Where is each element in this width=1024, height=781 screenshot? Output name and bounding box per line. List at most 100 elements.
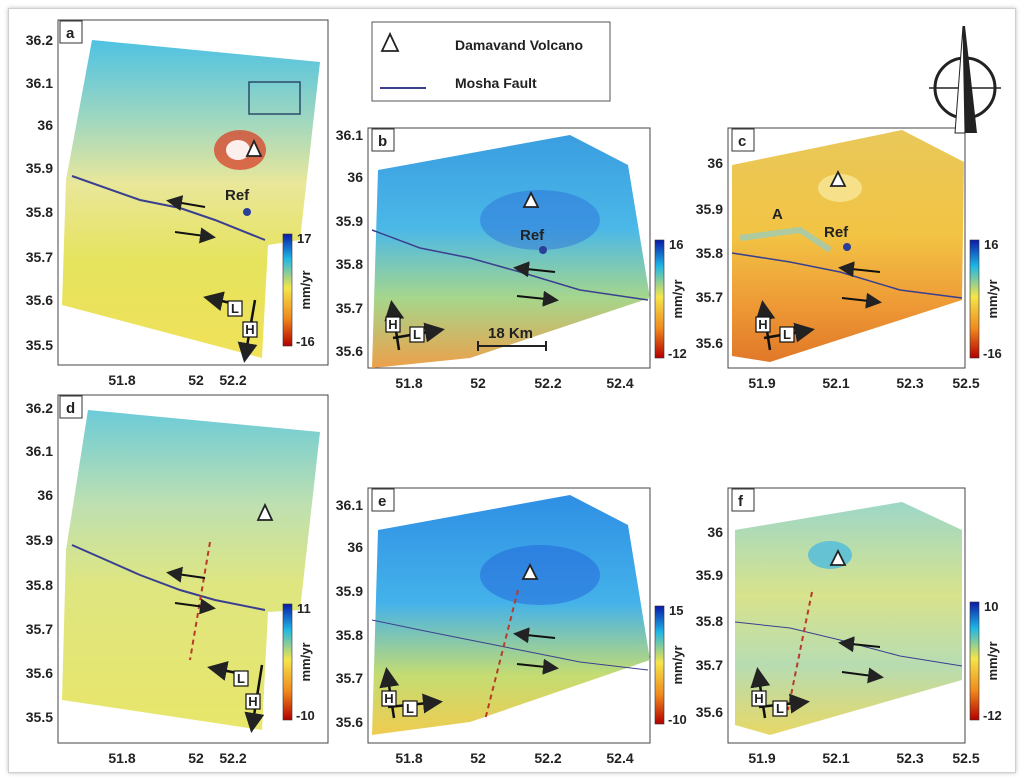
panel-f-xtick: 52.1: [822, 750, 849, 766]
panel-d-colorbar-min: -10: [296, 708, 315, 723]
panel-f-axes: [727, 487, 966, 744]
panel-e-xtick: 51.8: [395, 750, 422, 766]
panel-f-colorbar-min: -12: [983, 708, 1002, 723]
panel-d-ytick: 35.6: [26, 665, 53, 681]
panel-b-xtick: 52.4: [606, 375, 633, 391]
heading-label: H: [754, 691, 763, 706]
panel-c-label: c: [738, 133, 746, 150]
panel-b-fault-line: [371, 229, 649, 301]
panel-b-ytick: 36: [347, 169, 363, 185]
panel-a-ytick: 36.2: [26, 32, 53, 48]
panel-a-inset-box: [248, 81, 301, 115]
panel-f-xtick: 52.3: [896, 750, 923, 766]
panel-d-xtick: 52.2: [219, 750, 246, 766]
panel-e-label: e: [378, 493, 386, 510]
heading-label-box: [385, 316, 401, 333]
panel-f-label: f: [738, 493, 744, 510]
panel-f-colorbar-unit: mm/yr: [985, 641, 1000, 680]
panel-f-colorbar: [969, 601, 980, 721]
panel-a-label: a: [66, 25, 75, 42]
panel-a-colorbar: [282, 233, 293, 347]
triangle-icon: [829, 169, 847, 187]
triangle-icon: [522, 190, 540, 208]
axis-ticks: 51.8 52 52.2 36.2 36.1 36 35.9 35.8 35.7 35.6 35.5…: [26, 32, 980, 766]
panel-a-xtick: 52.2: [219, 372, 246, 388]
panel-b-velocity-map: [372, 135, 650, 368]
panel-e-xtick: 52: [470, 750, 486, 766]
panel-a-ytick: 36.1: [26, 75, 53, 91]
panel-d-xtick: 52: [188, 750, 204, 766]
panel-a-axes: [57, 19, 329, 366]
panel-e-ytick: 35.7: [336, 670, 363, 686]
panel-a-colorbar-max: 17: [297, 231, 311, 246]
panel-c-colorbar-max: 16: [984, 237, 998, 252]
map-legend: Damavand Volcano Mosha Fault: [371, 21, 611, 102]
look-label: L: [783, 327, 791, 342]
volcano-markers: [245, 138, 847, 580]
panel-a-xtick: 52: [188, 372, 204, 388]
panel-c-xtick: 52.5: [952, 375, 979, 391]
panel-c-colorbar-unit: mm/yr: [985, 279, 1000, 318]
panel-f-profile-line: [787, 591, 813, 711]
panel-b-colorbar-min: -12: [668, 346, 687, 361]
panel-b-xtick: 52: [470, 375, 486, 391]
panel-e-fault-line: [371, 619, 649, 671]
panel-d-label: d: [66, 400, 75, 417]
panel-f-ytick: 35.7: [696, 657, 723, 673]
panel-d-ytick: 36: [37, 487, 53, 503]
panel-c-ytick: 35.8: [696, 245, 723, 261]
panel-d-fault-line: [71, 544, 266, 611]
panel-f-ytick: 35.6: [696, 704, 723, 720]
panel-d: d: [57, 394, 329, 744]
panel-e-xtick: 52.4: [606, 750, 633, 766]
look-label: L: [237, 671, 245, 686]
heading-label: H: [388, 317, 397, 332]
panel-e-ytick: 35.9: [336, 583, 363, 599]
panel-a-velocity-map: [62, 40, 320, 358]
panel-a-ytick: 35.5: [26, 337, 53, 353]
heading-label-box: [242, 321, 258, 338]
panel-c-xtick: 52.3: [896, 375, 923, 391]
panel-e-ytick: 36: [347, 539, 363, 555]
scale-bar-label: 18 Km: [488, 325, 533, 342]
panel-d-profile-line: [189, 541, 211, 661]
panel-d-colorbar-unit: mm/yr: [298, 642, 313, 681]
colorbars: 17 -16 mm/yr 16 -12 mm/yr 16 -16 mm/yr 11 -10 mm/yr…: [282, 231, 1002, 727]
panel-e: e: [367, 487, 651, 744]
heading-label-box: [755, 316, 771, 333]
legend-volcano-label: Damavand Volcano: [455, 37, 583, 53]
panel-b-axes: [367, 127, 651, 369]
panel-c-ytick: 35.9: [696, 201, 723, 217]
look-label-box: [233, 670, 249, 687]
panel-f-xtick: 51.9: [748, 750, 775, 766]
panel-b-colorbar: [654, 239, 665, 359]
triangle-icon: [380, 31, 400, 52]
panel-c-colorbar-min: -16: [983, 346, 1002, 361]
panel-a-ytick: 36: [37, 117, 53, 133]
panel-c-ytick: 35.7: [696, 289, 723, 305]
legend-fault-label: Mosha Fault: [455, 75, 537, 91]
look-label: L: [413, 327, 421, 342]
panel-b-ytick: 35.8: [336, 256, 363, 272]
panel-b-label: b: [378, 133, 387, 150]
fault-slip-arrows: [166, 195, 884, 684]
panel-b-xtick: 51.8: [395, 375, 422, 391]
panel-e-velocity-map: [372, 495, 650, 735]
heading-label-box: [381, 690, 397, 707]
ref-point-c: [843, 243, 851, 251]
panel-d-ytick: 35.9: [26, 532, 53, 548]
panel-b-ytick: 35.9: [336, 213, 363, 229]
panel-e-ytick: 35.6: [336, 714, 363, 730]
panel-f-ytick: 36: [707, 524, 723, 540]
panel-f-ytick: 35.9: [696, 567, 723, 583]
panel-f-colorbar-max: 10: [984, 599, 998, 614]
north-arrow-icon: [929, 25, 1001, 134]
look-label: L: [776, 701, 784, 716]
ref-point-b: [539, 246, 547, 254]
panel-b: b: [367, 127, 651, 369]
look-label-box: [402, 700, 418, 717]
panel-e-axes: [367, 487, 651, 744]
panel-f-velocity-map: [735, 502, 962, 735]
panel-d-axes: [57, 394, 329, 744]
